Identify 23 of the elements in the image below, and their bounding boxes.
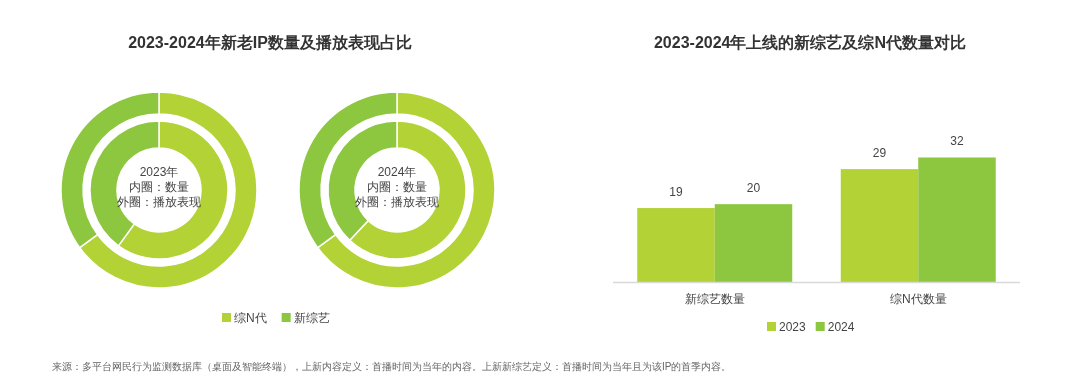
legend-label: 综N代 [234, 311, 267, 325]
text: 外圈：播放表现 [355, 195, 439, 209]
chart-title: 2023-2024年上线的新综艺及综N代数量对比 [653, 34, 967, 51]
bar [714, 204, 793, 282]
data-label: 32 [950, 134, 964, 149]
data-label: 29 [872, 146, 887, 161]
text: 2024年 [377, 165, 417, 179]
x-tick-label: 新综艺数量 [684, 292, 745, 306]
bar [840, 169, 919, 282]
chart-title: 2023-2024年新老IP数量及播放表现占比 [128, 34, 412, 51]
legend-label: 新综艺 [293, 311, 330, 325]
data-label: 20 [746, 181, 761, 196]
legend-label: 2023 [779, 320, 807, 334]
text: 内圈：数量 [367, 180, 427, 194]
bar [637, 208, 715, 282]
x-tick-label: 综N代数量 [889, 292, 947, 306]
source-note: 来源：多平台网民行为监测数据库（桌面及智能终端），上新内容定义：首播时间为当年的内容。上新新综艺定义：首播时间为当年且为该IP的首季内容。 [52, 361, 732, 372]
legend-label: 2024 [827, 320, 855, 334]
text: 内圈：数量 [129, 180, 189, 194]
text: 2023年 [139, 165, 179, 179]
text: 外圈：播放表现 [117, 195, 201, 209]
data-label: 19 [669, 185, 683, 200]
bar [918, 157, 996, 282]
